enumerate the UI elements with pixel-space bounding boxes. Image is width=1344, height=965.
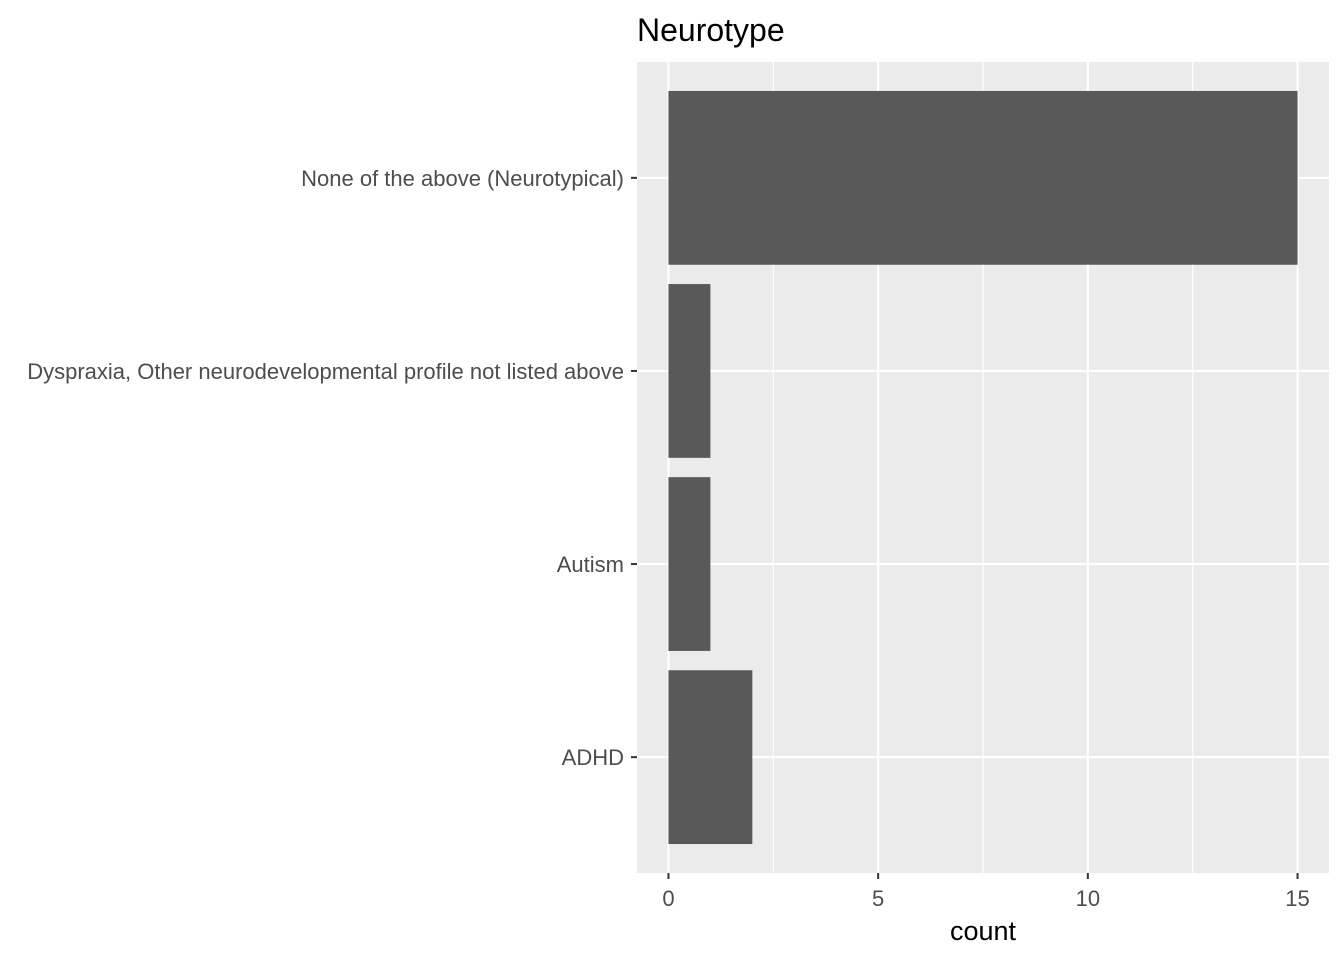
bar xyxy=(668,284,711,458)
x-tick-label: 10 xyxy=(1076,886,1100,911)
x-tick-label: 15 xyxy=(1285,886,1309,911)
y-tick-label: Dyspraxia, Other neurodevelopmental prof… xyxy=(27,359,624,384)
y-tick-label: Autism xyxy=(557,552,624,577)
x-tick-label: 0 xyxy=(662,886,674,911)
x-axis-title: count xyxy=(950,916,1017,946)
x-axis: 0 5 10 15 xyxy=(662,873,1310,911)
chart-title: Neurotype xyxy=(637,12,785,48)
bar xyxy=(668,670,753,845)
x-tick-label: 5 xyxy=(872,886,884,911)
y-axis: None of the above (Neurotypical) Dyspraxi… xyxy=(27,166,637,770)
y-tick-label: None of the above (Neurotypical) xyxy=(301,166,624,191)
bars xyxy=(668,90,1298,845)
y-tick-label: ADHD xyxy=(562,745,624,770)
bar xyxy=(668,90,1298,265)
bar xyxy=(668,477,711,651)
